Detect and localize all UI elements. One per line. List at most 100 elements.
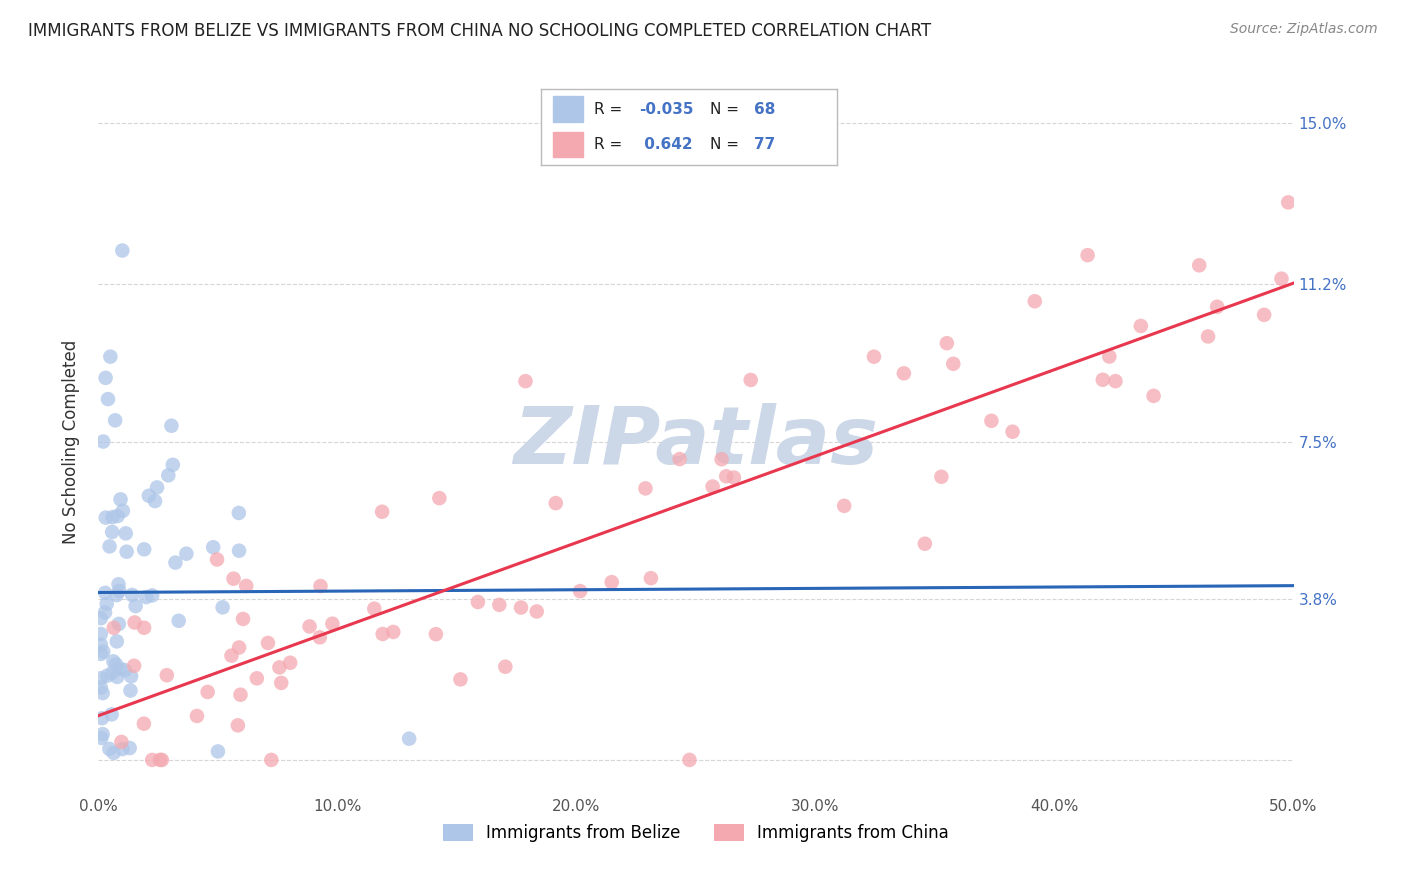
Point — [935, 336, 957, 351]
Point — [232, 612, 254, 626]
Text: -0.035: -0.035 — [638, 103, 693, 117]
Point — [427, 491, 450, 505]
Point — [1270, 271, 1292, 285]
Point — [298, 619, 321, 633]
Point — [1091, 373, 1114, 387]
Point — [160, 418, 183, 433]
Point — [1253, 308, 1275, 322]
Text: N =: N = — [710, 137, 744, 152]
Point — [121, 588, 143, 602]
Point — [111, 244, 134, 258]
Point — [91, 434, 114, 449]
Point — [186, 709, 208, 723]
Point — [228, 640, 250, 655]
Text: Source: ZipAtlas.com: Source: ZipAtlas.com — [1230, 22, 1378, 37]
Point — [1104, 374, 1126, 388]
Point — [111, 504, 134, 518]
Point — [91, 645, 114, 659]
Point — [100, 707, 122, 722]
Point — [1197, 329, 1219, 343]
Point — [914, 537, 936, 551]
Point — [222, 572, 245, 586]
Point — [228, 506, 250, 520]
Point — [124, 615, 146, 630]
Point — [207, 744, 229, 758]
Point — [115, 544, 138, 558]
Point — [90, 681, 112, 695]
Point — [893, 367, 915, 381]
Point — [96, 597, 118, 611]
Bar — [553, 96, 582, 122]
Point — [716, 469, 738, 483]
Text: N =: N = — [710, 103, 744, 117]
Point — [101, 510, 124, 524]
Point — [467, 595, 489, 609]
Bar — [553, 132, 582, 158]
Point — [90, 731, 112, 745]
Point — [94, 371, 117, 385]
Point — [1277, 195, 1299, 210]
Point — [167, 614, 190, 628]
Point — [105, 588, 128, 602]
Point — [94, 606, 117, 620]
Point — [678, 753, 700, 767]
Point — [108, 662, 131, 676]
Point — [197, 685, 219, 699]
Y-axis label: No Schooling Completed: No Schooling Completed — [62, 340, 80, 543]
Point — [600, 575, 623, 590]
Point — [98, 350, 122, 364]
Point — [98, 540, 121, 554]
Point — [150, 753, 173, 767]
Point — [526, 604, 548, 618]
Point — [308, 631, 330, 645]
Point — [1129, 318, 1152, 333]
Point — [710, 452, 733, 467]
Point — [205, 552, 228, 566]
Point — [91, 686, 114, 700]
Point — [931, 469, 953, 483]
Point — [96, 668, 118, 682]
Point — [124, 599, 146, 613]
Point — [104, 413, 127, 427]
Point — [157, 468, 180, 483]
Point — [104, 657, 127, 672]
Point — [108, 583, 131, 598]
Point — [221, 648, 243, 663]
Point — [1001, 425, 1024, 439]
Point — [544, 496, 567, 510]
Point — [94, 586, 117, 600]
Point — [257, 636, 280, 650]
Point — [371, 627, 394, 641]
Text: IMMIGRANTS FROM BELIZE VS IMMIGRANTS FROM CHINA NO SCHOOLING COMPLETED CORRELATI: IMMIGRANTS FROM BELIZE VS IMMIGRANTS FRO… — [28, 22, 931, 40]
Point — [97, 392, 120, 406]
Point — [162, 458, 184, 472]
Point — [668, 452, 690, 467]
Point — [90, 638, 112, 652]
Point — [1077, 248, 1099, 262]
Point — [228, 543, 250, 558]
Point — [141, 753, 163, 767]
Text: R =: R = — [595, 103, 627, 117]
Point — [108, 616, 131, 631]
Point — [1098, 350, 1121, 364]
Point — [309, 579, 332, 593]
Point — [702, 479, 724, 493]
Point — [105, 670, 128, 684]
Point — [202, 541, 225, 555]
Point — [270, 676, 292, 690]
Point — [90, 671, 112, 685]
Point — [246, 671, 269, 685]
Point — [141, 588, 163, 602]
Point — [229, 688, 252, 702]
Point — [510, 600, 533, 615]
Point — [371, 505, 394, 519]
Point — [101, 524, 124, 539]
Point — [94, 510, 117, 524]
Text: R =: R = — [595, 137, 627, 152]
Point — [91, 727, 114, 741]
Point — [110, 492, 132, 507]
Point — [1024, 294, 1046, 309]
Point — [120, 683, 142, 698]
Point — [90, 647, 112, 661]
Point — [156, 668, 179, 682]
